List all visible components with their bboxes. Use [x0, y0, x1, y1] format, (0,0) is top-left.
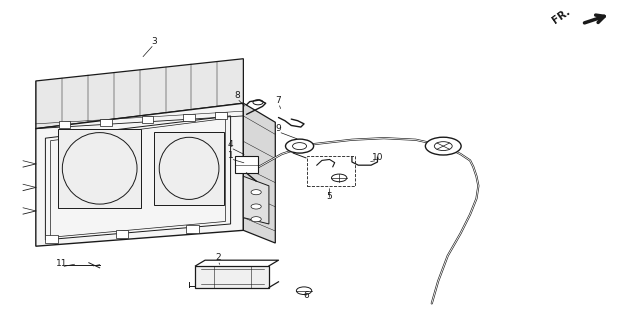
Bar [142, 116, 154, 124]
Text: 7: 7 [276, 96, 282, 105]
Circle shape [251, 217, 261, 222]
Text: FR.: FR. [550, 6, 572, 25]
Polygon shape [58, 129, 141, 208]
Bar [45, 235, 58, 243]
Circle shape [251, 190, 261, 195]
Text: 10: 10 [372, 153, 383, 162]
Text: 2: 2 [215, 253, 221, 262]
Bar [195, 266, 269, 288]
Text: 1: 1 [228, 151, 234, 160]
Polygon shape [36, 59, 243, 129]
Bar [215, 112, 227, 119]
Bar [307, 156, 355, 186]
Bar [100, 119, 112, 126]
Circle shape [285, 139, 314, 153]
Circle shape [426, 137, 461, 155]
Polygon shape [243, 103, 275, 243]
Text: 8: 8 [234, 91, 240, 100]
Bar [186, 225, 198, 233]
Polygon shape [36, 103, 243, 246]
Text: 4: 4 [228, 140, 234, 149]
Polygon shape [154, 132, 224, 205]
Bar [183, 114, 195, 121]
Circle shape [251, 204, 261, 209]
Bar [235, 156, 258, 173]
Text: 5: 5 [326, 192, 332, 202]
Text: 6: 6 [303, 291, 309, 300]
Text: 9: 9 [276, 124, 282, 133]
Bar [59, 122, 70, 128]
Bar [116, 230, 129, 238]
Text: 11: 11 [56, 259, 67, 268]
Polygon shape [243, 176, 269, 224]
Text: 3: 3 [151, 37, 157, 46]
